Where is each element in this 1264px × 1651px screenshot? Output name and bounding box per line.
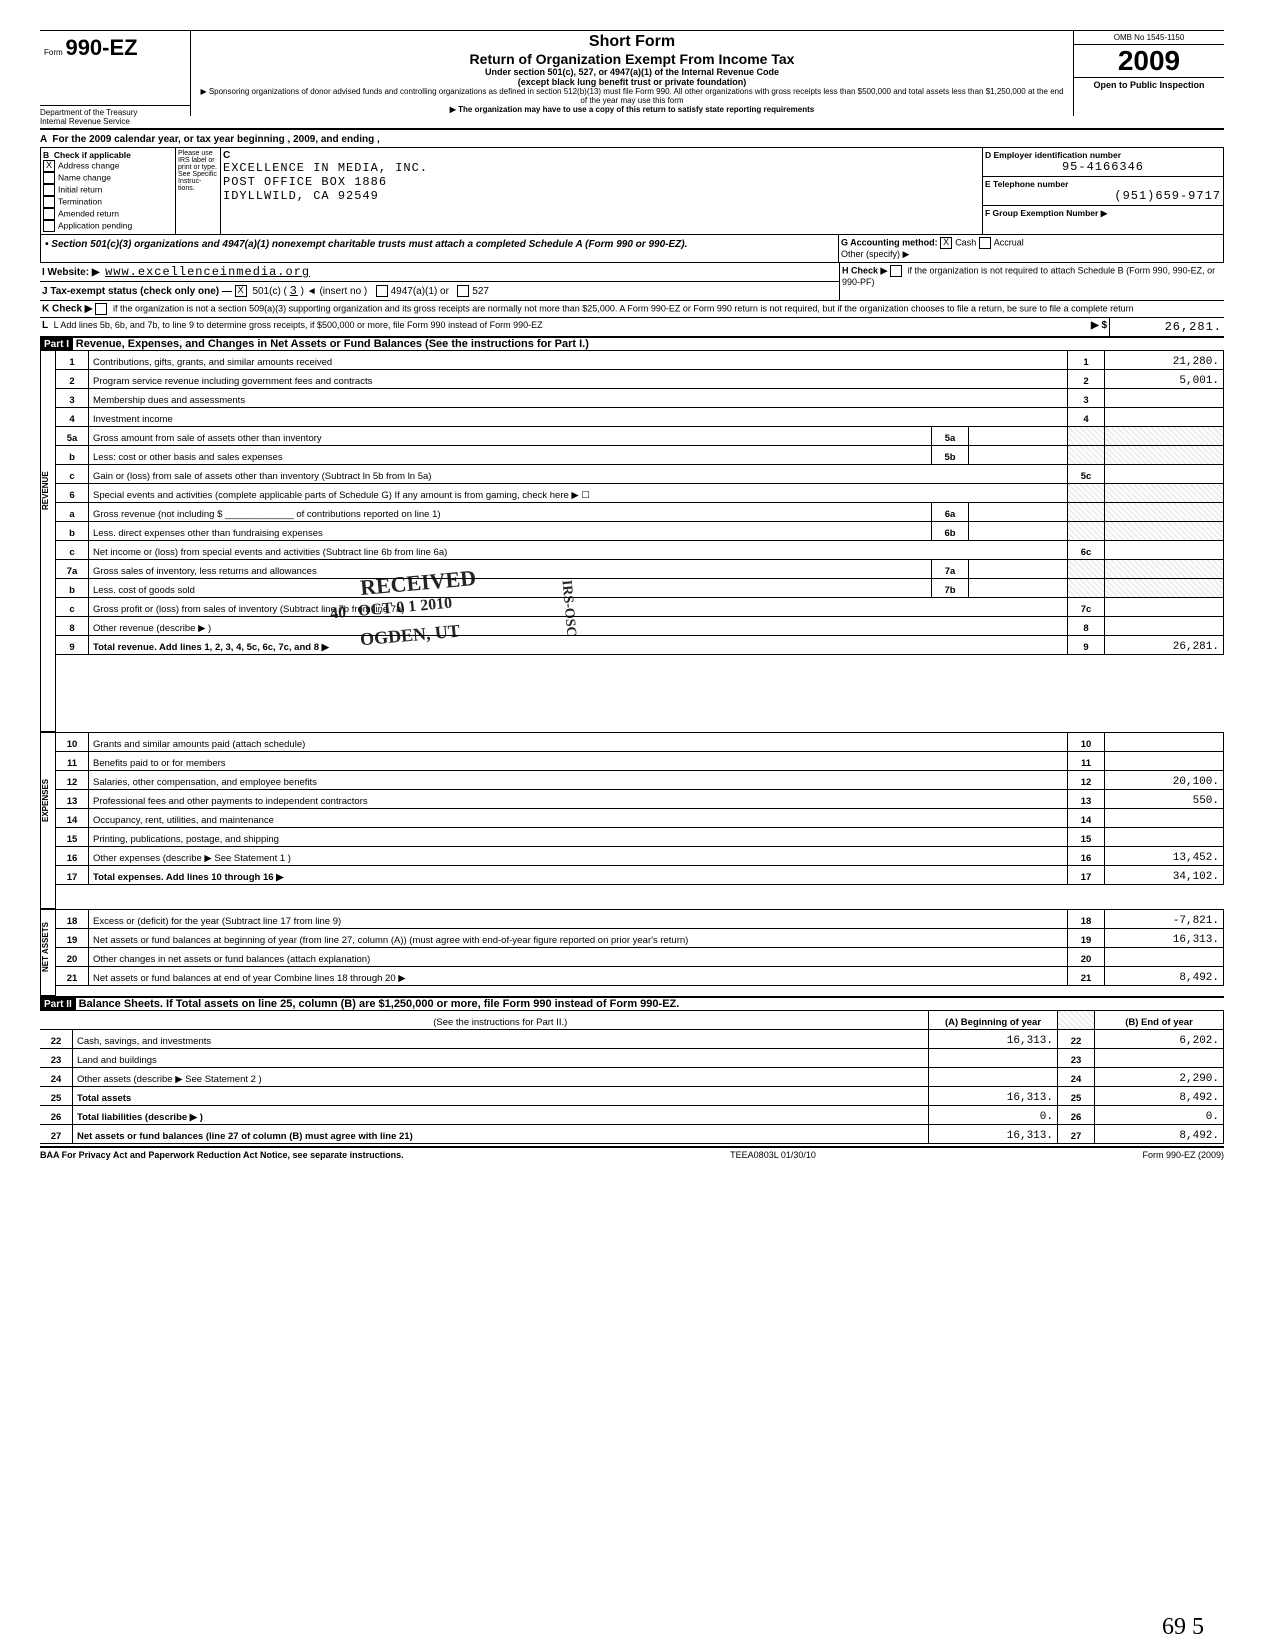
b-item-1: Name change bbox=[58, 172, 111, 182]
cash-label: Cash bbox=[955, 237, 976, 247]
form-number: 990-EZ bbox=[65, 35, 137, 60]
j-501c: 501(c) ( bbox=[252, 286, 286, 297]
colA-header: (A) Beginning of year bbox=[929, 1011, 1058, 1030]
part2-heading: Balance Sheets. If Total assets on line … bbox=[79, 998, 680, 1010]
tax-year: 2009 bbox=[1074, 45, 1224, 77]
note-sponsoring: ▶ Sponsoring organizations of donor advi… bbox=[197, 87, 1067, 105]
title-return: Return of Organization Exempt From Incom… bbox=[197, 51, 1067, 67]
note-copy: ▶ The organization may have to use a cop… bbox=[197, 105, 1067, 114]
ein: 95-4166346 bbox=[985, 160, 1221, 174]
j-527-checkbox[interactable] bbox=[457, 285, 469, 297]
part1-revenue-table: 1Contributions, gifts, grants, and simil… bbox=[56, 350, 1224, 655]
form-prefix: Form bbox=[44, 48, 63, 57]
part2-label: Part II bbox=[40, 998, 76, 1011]
b-item-4: Amended return bbox=[58, 208, 119, 218]
k-text: if the organization is not a section 509… bbox=[113, 304, 1134, 314]
subtitle-code: Under section 501(c), 527, or 4947(a)(1)… bbox=[197, 67, 1067, 77]
dept-treasury: Department of the Treasury bbox=[40, 108, 190, 117]
b-label: Check if applicable bbox=[54, 150, 131, 160]
g-label: G Accounting method: bbox=[841, 237, 938, 247]
b-check-4[interactable] bbox=[43, 208, 55, 220]
line-a: A For the 2009 calendar year, or tax yea… bbox=[40, 132, 1224, 147]
l-arrow: ▶ $ bbox=[1045, 318, 1109, 336]
accrual-label: Accrual bbox=[994, 237, 1024, 247]
e-label: E Telephone number bbox=[985, 179, 1221, 189]
subtitle-except: (except black lung benefit trust or priv… bbox=[197, 77, 1067, 87]
b-check-2[interactable] bbox=[43, 184, 55, 196]
b-check-1[interactable] bbox=[43, 172, 55, 184]
j-527: 527 bbox=[472, 286, 489, 297]
b-item-5: Application pending bbox=[58, 220, 132, 230]
b-check-5[interactable] bbox=[43, 220, 55, 232]
j-label: J Tax-exempt status (check only one) — bbox=[42, 286, 232, 297]
website: www.excellenceinmedia.org bbox=[105, 265, 310, 279]
cash-checkbox[interactable]: X bbox=[940, 237, 952, 249]
part1-net-table: 18Excess or (deficit) for the year (Subt… bbox=[56, 909, 1224, 986]
org-name: EXCELLENCE IN MEDIA, INC. bbox=[223, 161, 980, 175]
i-label: I Website: ▶ bbox=[42, 267, 100, 278]
footer-form: Form 990-EZ (2009) bbox=[1142, 1150, 1224, 1160]
vert-revenue: REVENUE bbox=[40, 350, 56, 732]
d-label: D Employer identification number bbox=[985, 150, 1221, 160]
line-a-text: For the 2009 calendar year, or tax year … bbox=[52, 134, 379, 145]
footer-code: TEEA0803L 01/30/10 bbox=[730, 1150, 816, 1160]
k-checkbox[interactable] bbox=[95, 303, 107, 315]
baa-notice: BAA For Privacy Act and Paperwork Reduct… bbox=[40, 1150, 404, 1160]
f-label: F Group Exemption Number ▶ bbox=[985, 208, 1221, 219]
vert-expenses: EXPENSES bbox=[40, 732, 56, 909]
irs-label: Internal Revenue Service bbox=[40, 117, 190, 126]
c-label: C bbox=[223, 150, 980, 161]
b-check-3[interactable] bbox=[43, 196, 55, 208]
open-inspection: Open to Public Inspection bbox=[1074, 77, 1224, 92]
colB-header: (B) End of year bbox=[1095, 1011, 1224, 1030]
j-4947: 4947(a)(1) or bbox=[391, 286, 449, 297]
vert-netassets: NET ASSETS bbox=[40, 909, 56, 996]
j-num: 3 bbox=[290, 284, 298, 298]
stamp-40: 40 bbox=[329, 604, 346, 622]
part1-heading: Revenue, Expenses, and Changes in Net As… bbox=[76, 338, 589, 350]
b-item-2: Initial return bbox=[58, 184, 102, 194]
k-label: K Check ▶ bbox=[42, 304, 92, 315]
please-note: Please use IRS label or print or type. S… bbox=[176, 148, 221, 234]
b-item-3: Termination bbox=[58, 196, 102, 206]
identity-block: B Check if applicable XAddress changeNam… bbox=[40, 147, 1224, 235]
org-addr1: POST OFFICE BOX 1886 bbox=[223, 175, 980, 189]
form-header: Form 990-EZ Department of the Treasury I… bbox=[40, 30, 1224, 126]
j-paren: ) ◄ (insert no ) bbox=[301, 286, 368, 297]
j-501c-checkbox[interactable]: X bbox=[235, 285, 247, 297]
b-item-0: Address change bbox=[58, 160, 119, 170]
phone: (951)659-9717 bbox=[985, 189, 1221, 203]
omb-number: OMB No 1545-1150 bbox=[1074, 31, 1224, 45]
part2-instr: (See the instructions for Part II.) bbox=[73, 1011, 929, 1030]
h-checkbox[interactable] bbox=[890, 265, 902, 277]
title-short-form: Short Form bbox=[197, 33, 1067, 51]
org-addr2: IDYLLWILD, CA 92549 bbox=[223, 189, 980, 203]
schedule-a-note: • Section 501(c)(3) organizations and 49… bbox=[41, 235, 838, 262]
other-method: Other (specify) ▶ bbox=[841, 249, 909, 259]
part2-table: (See the instructions for Part II.) (A) … bbox=[40, 1010, 1224, 1144]
part1-expenses-table: 10Grants and similar amounts paid (attac… bbox=[56, 732, 1224, 885]
handwritten-note: 69 5 bbox=[1162, 1614, 1204, 1641]
h-label: H Check ▶ bbox=[842, 265, 887, 275]
b-check-0[interactable]: X bbox=[43, 160, 55, 172]
accrual-checkbox[interactable] bbox=[979, 237, 991, 249]
j-4947-checkbox[interactable] bbox=[376, 285, 388, 297]
l-text: L Add lines 5b, 6b, and 7b, to line 9 to… bbox=[54, 320, 543, 330]
l-value: 26,281. bbox=[1109, 318, 1224, 336]
